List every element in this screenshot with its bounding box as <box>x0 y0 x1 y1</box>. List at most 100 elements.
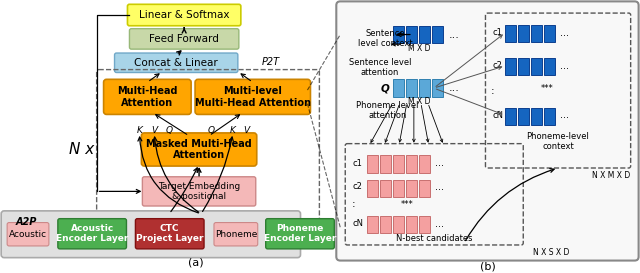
Bar <box>380 155 391 173</box>
FancyBboxPatch shape <box>115 53 238 73</box>
Text: ...: ... <box>560 61 569 71</box>
Text: Phoneme-level
context: Phoneme-level context <box>527 132 589 152</box>
FancyBboxPatch shape <box>7 222 49 246</box>
Bar <box>406 26 417 43</box>
Bar <box>406 155 417 173</box>
Text: ...: ... <box>435 182 444 192</box>
Text: c2: c2 <box>352 182 362 191</box>
Text: Acoustic
Encoder Layer: Acoustic Encoder Layer <box>56 224 129 244</box>
Text: K: K <box>230 126 236 135</box>
FancyBboxPatch shape <box>141 133 257 166</box>
Text: c2: c2 <box>492 61 502 70</box>
Text: :: : <box>491 86 494 96</box>
Text: ...: ... <box>449 83 460 93</box>
Bar <box>518 108 529 125</box>
Bar <box>406 216 417 233</box>
Text: Sentence level
attention: Sentence level attention <box>349 58 412 77</box>
Text: ...: ... <box>449 29 460 40</box>
Bar <box>544 58 555 75</box>
Bar <box>432 79 443 97</box>
Text: M X D: M X D <box>408 44 430 53</box>
Text: Masked Multi-Head
Attention: Masked Multi-Head Attention <box>146 139 252 160</box>
FancyBboxPatch shape <box>127 4 241 26</box>
FancyBboxPatch shape <box>1 211 301 258</box>
Bar <box>419 79 430 97</box>
Bar <box>367 155 378 173</box>
Text: N X S X D: N X S X D <box>533 248 570 257</box>
Bar <box>419 26 430 43</box>
Bar <box>506 25 516 42</box>
Bar <box>419 155 430 173</box>
Text: Q: Q <box>381 83 390 93</box>
FancyBboxPatch shape <box>58 219 127 249</box>
Bar <box>367 180 378 197</box>
Text: Concat & Linear: Concat & Linear <box>134 58 218 68</box>
Bar <box>393 155 404 173</box>
Text: Multi-level
Multi-Head Attention: Multi-level Multi-Head Attention <box>195 86 311 108</box>
Text: :: : <box>352 199 356 209</box>
Bar <box>544 108 555 125</box>
Bar <box>367 216 378 233</box>
Text: V: V <box>151 126 157 135</box>
Text: ***: *** <box>541 84 554 93</box>
Bar <box>380 180 391 197</box>
Text: c1: c1 <box>492 28 502 37</box>
Bar <box>518 58 529 75</box>
Text: Multi-Head
Attention: Multi-Head Attention <box>117 86 178 108</box>
Text: c1: c1 <box>352 159 362 168</box>
Bar <box>506 58 516 75</box>
Text: K: K <box>136 126 142 135</box>
FancyBboxPatch shape <box>104 79 191 114</box>
Text: M X D: M X D <box>408 97 430 106</box>
Bar <box>419 216 430 233</box>
Text: Q: Q <box>166 126 173 135</box>
Text: V: V <box>244 126 250 135</box>
Bar <box>393 79 404 97</box>
Text: cN: cN <box>352 219 364 228</box>
Bar <box>531 25 542 42</box>
Bar <box>380 216 391 233</box>
Bar <box>531 108 542 125</box>
Text: Feed Forward: Feed Forward <box>149 34 219 44</box>
Bar <box>393 180 404 197</box>
Bar <box>506 108 516 125</box>
FancyBboxPatch shape <box>142 177 256 206</box>
Text: N X M X D: N X M X D <box>593 171 630 180</box>
Text: ...: ... <box>435 218 444 229</box>
Text: P2T: P2T <box>262 57 280 67</box>
Text: ***: *** <box>401 200 413 209</box>
FancyBboxPatch shape <box>266 219 334 249</box>
Text: ...: ... <box>435 158 444 168</box>
FancyBboxPatch shape <box>336 1 639 260</box>
Text: cN: cN <box>492 111 504 120</box>
Bar <box>531 58 542 75</box>
Text: A2P: A2P <box>16 216 38 227</box>
FancyBboxPatch shape <box>214 222 258 246</box>
Text: ...: ... <box>560 110 569 120</box>
FancyBboxPatch shape <box>136 219 204 249</box>
Text: Phoneme level
attention: Phoneme level attention <box>356 101 419 120</box>
Text: Sentence
level context: Sentence level context <box>358 29 413 48</box>
Bar <box>406 79 417 97</box>
Bar <box>518 25 529 42</box>
Text: Phoneme: Phoneme <box>214 230 257 239</box>
Text: Q: Q <box>207 126 214 135</box>
Text: (a): (a) <box>188 257 204 268</box>
Bar <box>419 180 430 197</box>
Bar <box>406 180 417 197</box>
Text: ...: ... <box>560 28 569 38</box>
Bar <box>432 26 443 43</box>
Text: N-best candidates: N-best candidates <box>396 234 472 243</box>
Text: Acoustic: Acoustic <box>9 230 47 239</box>
Text: (b): (b) <box>479 262 495 271</box>
FancyBboxPatch shape <box>195 79 310 114</box>
FancyBboxPatch shape <box>129 29 239 49</box>
Bar <box>544 25 555 42</box>
Text: Phoneme
Encoder Layer: Phoneme Encoder Layer <box>264 224 336 244</box>
Bar <box>393 26 404 43</box>
Bar <box>393 216 404 233</box>
Text: N x: N x <box>69 142 94 157</box>
Text: Target Embedding
& positional: Target Embedding & positional <box>158 182 240 201</box>
Text: CTC
Project Layer: CTC Project Layer <box>136 224 204 244</box>
Text: Linear & Softmax: Linear & Softmax <box>139 10 229 20</box>
